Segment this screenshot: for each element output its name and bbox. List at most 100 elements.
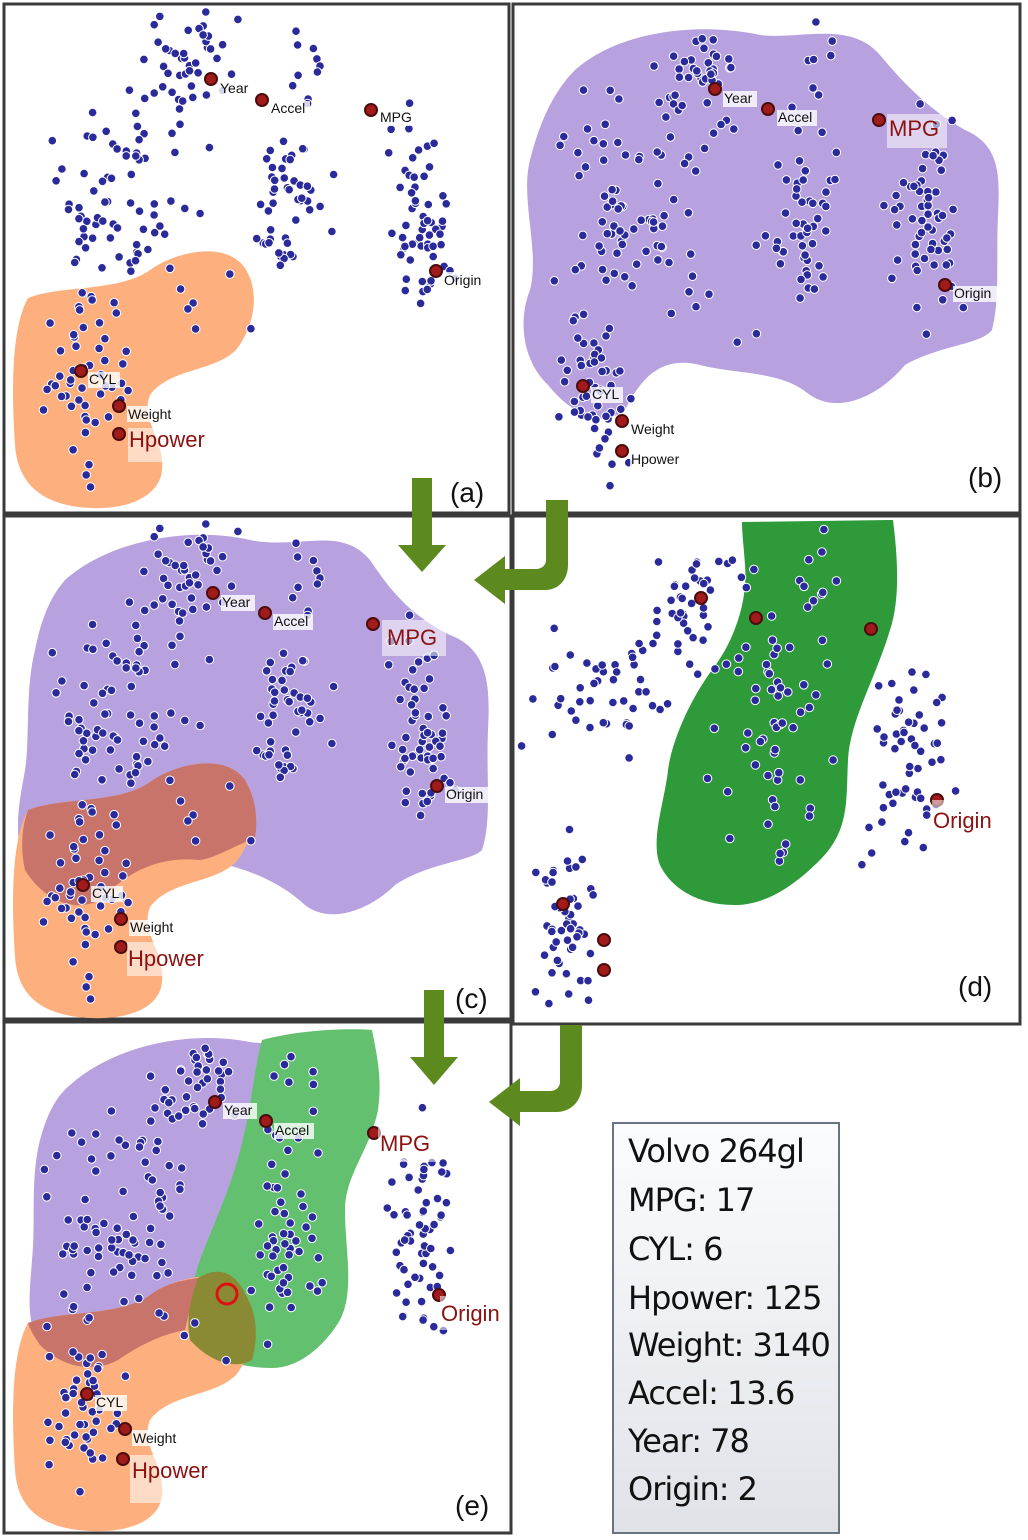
data-point[interactable] bbox=[88, 644, 98, 655]
anchor-origin[interactable]: Origin bbox=[429, 264, 487, 288]
data-point[interactable] bbox=[57, 164, 67, 174]
data-point[interactable] bbox=[44, 1459, 54, 1470]
data-point[interactable] bbox=[814, 261, 824, 271]
data-point[interactable] bbox=[89, 186, 99, 196]
data-point[interactable] bbox=[315, 713, 325, 724]
data-point[interactable] bbox=[634, 154, 644, 165]
data-point[interactable] bbox=[404, 610, 415, 621]
data-point[interactable] bbox=[589, 423, 600, 434]
data-point[interactable] bbox=[531, 867, 541, 878]
data-point[interactable] bbox=[99, 1218, 109, 1229]
data-point[interactable] bbox=[291, 538, 301, 549]
data-point[interactable] bbox=[131, 151, 141, 161]
data-point[interactable] bbox=[666, 308, 677, 319]
selected-point-ring[interactable] bbox=[215, 1282, 239, 1306]
data-point[interactable] bbox=[78, 834, 89, 845]
data-point[interactable] bbox=[733, 666, 744, 677]
anchor-accel[interactable]: Accel bbox=[761, 102, 817, 126]
data-point[interactable] bbox=[918, 842, 929, 853]
data-point[interactable] bbox=[292, 552, 303, 562]
data-point[interactable] bbox=[699, 143, 710, 154]
data-point[interactable] bbox=[82, 1214, 93, 1225]
anchor-hpower[interactable]: Hpower bbox=[114, 940, 217, 976]
data-point[interactable] bbox=[159, 229, 170, 239]
data-point[interactable] bbox=[594, 241, 604, 251]
data-point[interactable] bbox=[567, 942, 578, 953]
data-point[interactable] bbox=[624, 721, 635, 731]
data-point[interactable] bbox=[138, 224, 149, 235]
data-point[interactable] bbox=[783, 687, 793, 697]
data-point[interactable] bbox=[804, 811, 815, 821]
data-point[interactable] bbox=[131, 620, 141, 631]
data-point[interactable] bbox=[665, 132, 676, 142]
data-point[interactable] bbox=[131, 751, 142, 762]
data-point[interactable] bbox=[175, 1184, 185, 1195]
data-point[interactable] bbox=[88, 132, 98, 143]
data-point[interactable] bbox=[409, 684, 420, 695]
data-point[interactable] bbox=[710, 664, 720, 674]
data-point[interactable] bbox=[750, 760, 761, 770]
data-point[interactable] bbox=[399, 1235, 410, 1245]
data-point[interactable] bbox=[98, 728, 108, 738]
data-point[interactable] bbox=[423, 711, 434, 722]
data-point[interactable] bbox=[600, 119, 611, 130]
data-point[interactable] bbox=[683, 208, 694, 218]
anchor-mpg[interactable] bbox=[864, 622, 878, 636]
data-point[interactable] bbox=[112, 1223, 122, 1233]
data-point[interactable] bbox=[582, 124, 593, 134]
anchor-weight[interactable] bbox=[597, 933, 611, 947]
data-point[interactable] bbox=[269, 687, 280, 698]
data-point[interactable] bbox=[264, 750, 274, 760]
data-point[interactable] bbox=[581, 391, 592, 402]
data-point[interactable] bbox=[416, 1296, 427, 1307]
data-point[interactable] bbox=[655, 704, 665, 715]
data-point[interactable] bbox=[620, 150, 631, 160]
data-point[interactable] bbox=[93, 1243, 104, 1253]
data-point[interactable] bbox=[830, 174, 840, 185]
data-point[interactable] bbox=[146, 1116, 156, 1126]
data-point[interactable] bbox=[190, 570, 201, 580]
data-point[interactable] bbox=[401, 1297, 411, 1307]
data-point[interactable] bbox=[160, 44, 171, 54]
data-point[interactable] bbox=[155, 221, 165, 231]
data-point[interactable] bbox=[226, 69, 237, 79]
data-point[interactable] bbox=[414, 1220, 425, 1230]
data-point[interactable] bbox=[588, 890, 598, 900]
data-point[interactable] bbox=[615, 226, 625, 236]
data-point[interactable] bbox=[831, 147, 842, 158]
data-point[interactable] bbox=[179, 1330, 190, 1341]
data-point[interactable] bbox=[401, 274, 412, 285]
data-point[interactable] bbox=[659, 210, 669, 221]
data-point[interactable] bbox=[395, 694, 405, 705]
data-point[interactable] bbox=[704, 289, 714, 300]
data-point[interactable] bbox=[101, 126, 111, 137]
data-point[interactable] bbox=[793, 125, 804, 136]
data-point[interactable] bbox=[197, 1119, 208, 1129]
data-point[interactable] bbox=[413, 657, 424, 667]
data-point[interactable] bbox=[428, 251, 439, 262]
data-point[interactable] bbox=[827, 36, 838, 46]
data-point[interactable] bbox=[144, 1237, 155, 1248]
data-point[interactable] bbox=[212, 565, 222, 576]
data-point[interactable] bbox=[55, 883, 65, 894]
data-point[interactable] bbox=[50, 892, 61, 903]
data-point[interactable] bbox=[598, 155, 609, 165]
data-point[interactable] bbox=[74, 907, 84, 917]
data-point[interactable] bbox=[55, 858, 66, 868]
data-point[interactable] bbox=[120, 1140, 131, 1150]
data-point[interactable] bbox=[51, 688, 61, 698]
data-point[interactable] bbox=[424, 742, 435, 752]
data-point[interactable] bbox=[150, 1103, 160, 1113]
data-point[interactable] bbox=[808, 54, 819, 65]
data-point[interactable] bbox=[677, 593, 688, 604]
data-point[interactable] bbox=[132, 633, 143, 644]
data-point[interactable] bbox=[253, 1219, 264, 1229]
data-point[interactable] bbox=[617, 239, 628, 250]
data-point[interactable] bbox=[437, 728, 448, 739]
data-point[interactable] bbox=[126, 169, 137, 180]
data-point[interactable] bbox=[42, 896, 52, 907]
data-point[interactable] bbox=[293, 582, 303, 593]
data-point[interactable] bbox=[580, 162, 591, 172]
data-point[interactable] bbox=[255, 199, 266, 210]
data-point[interactable] bbox=[598, 717, 609, 728]
